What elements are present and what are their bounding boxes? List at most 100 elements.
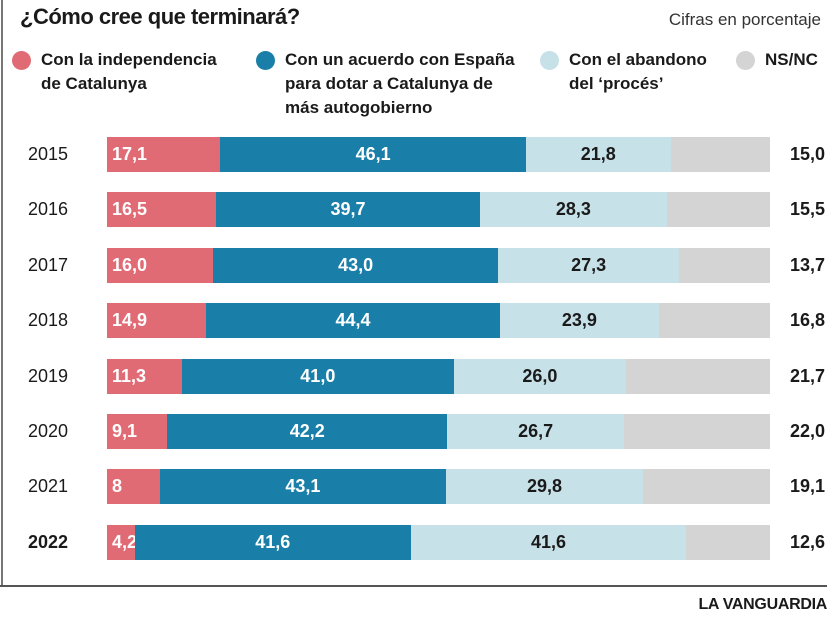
year-label: 2021 <box>28 476 69 497</box>
legend-item: Con la independencia de Catalunya <box>12 48 222 96</box>
legend-item: NS/NC <box>736 48 826 72</box>
nsnc-value-label: 19,1 <box>789 476 825 497</box>
bar-segment: 39,7 <box>216 192 480 228</box>
data-label: 11,3 <box>112 365 147 386</box>
bar-segment: 27,3 <box>498 247 680 283</box>
frame-left-border <box>1 0 3 585</box>
bar-segment: 8 <box>107 469 161 505</box>
bar-row: 2022 4,2 41,6 41,6 12,6 <box>0 524 839 560</box>
bar-row: 2016 16,5 39,7 28,3 15,5 <box>0 192 839 228</box>
bar-segment: 41,6 <box>134 524 411 560</box>
data-label: 16,5 <box>112 199 148 220</box>
bar-row: 2020 9,1 42,2 26,7 22,0 <box>0 414 839 449</box>
chart-title: ¿Cómo cree que terminará? <box>20 4 300 29</box>
nsnc-value-label: 13,7 <box>789 254 825 275</box>
data-label: 28,3 <box>555 199 591 220</box>
data-label: 43,0 <box>338 254 374 275</box>
bar-segment: 16,5 <box>107 192 217 228</box>
bar-segment: 29,8 <box>445 469 644 505</box>
bar-row: 2021 8 43,1 29,8 19,1 <box>0 469 839 505</box>
data-label: 41,6 <box>531 531 567 552</box>
data-label: 14,9 <box>112 310 148 331</box>
legend-dot-icon <box>540 51 559 70</box>
data-label: 8 <box>112 476 123 497</box>
bar-segment <box>624 414 770 449</box>
year-label: 2019 <box>28 365 69 386</box>
data-label: 46,1 <box>355 144 391 164</box>
bar-segment: 21,8 <box>526 137 671 172</box>
data-label: 39,7 <box>330 199 366 220</box>
bar-segment: 41,0 <box>181 358 454 394</box>
bar-row: 2017 16,0 43,0 27,3 13,7 <box>0 247 839 283</box>
bar-segment: 26,7 <box>447 414 625 449</box>
year-label: 2020 <box>28 421 69 441</box>
bar-segment: 41,6 <box>410 524 687 560</box>
legend-item: Con el abandono del ‘procés’ <box>540 48 720 96</box>
bar-segment <box>686 524 770 560</box>
frame-bottom-border <box>0 585 827 587</box>
data-label: 16,0 <box>112 254 148 275</box>
year-label: 2015 <box>28 144 69 164</box>
bar-segment: 9,1 <box>107 414 168 449</box>
stacked-bar: 14,9 44,4 23,9 <box>107 303 770 339</box>
bar-segment <box>679 247 770 283</box>
bar-segment: 43,1 <box>160 469 446 505</box>
chart-subtitle: Cifras en porcentaje <box>668 10 821 29</box>
bar-row: 2015 17,1 46,1 21,8 15,0 <box>0 137 839 172</box>
data-label: 23,9 <box>561 310 597 331</box>
bar-segment <box>658 303 770 339</box>
brand-logo: LA VANGUARDIA <box>698 596 827 613</box>
bar-segment: 26,0 <box>453 358 627 394</box>
data-label: 41,0 <box>300 365 336 386</box>
stacked-bar: 9,1 42,2 26,7 <box>107 414 770 449</box>
stacked-bar: 11,3 41,0 26,0 <box>107 358 770 394</box>
stacked-bar: 16,5 39,7 28,3 <box>107 192 770 228</box>
year-label: 2022 <box>28 531 69 552</box>
bar-segment: 16,0 <box>107 247 214 283</box>
legend-label: Con un acuerdo con España para dotar a Ca… <box>285 50 515 117</box>
bar-segment: 11,3 <box>107 358 182 394</box>
bar-segment: 4,2 <box>107 524 138 560</box>
legend-dot-icon <box>736 51 755 70</box>
data-label: 26,7 <box>518 421 554 441</box>
bar-segment: 43,0 <box>213 247 499 283</box>
bar-segment <box>643 469 770 505</box>
year-label: 2016 <box>28 199 69 220</box>
nsnc-value-label: 15,5 <box>789 199 825 220</box>
data-label: 42,2 <box>289 421 325 441</box>
nsnc-value-label: 21,7 <box>789 365 825 386</box>
bar-segment <box>626 358 770 394</box>
legend-label: Con el abandono del ‘procés’ <box>569 50 707 93</box>
data-label: 9,1 <box>112 421 138 441</box>
nsnc-value-label: 15,0 <box>789 144 825 164</box>
data-label: 43,1 <box>285 476 321 497</box>
bar-segment: 46,1 <box>220 137 526 172</box>
bar-segment <box>670 137 770 172</box>
data-label: 21,8 <box>580 144 616 164</box>
legend-label: Con la independencia de Catalunya <box>41 50 217 93</box>
nsnc-value-label: 12,6 <box>789 531 825 552</box>
legend-dot-icon <box>256 51 275 70</box>
bar-segment <box>667 192 770 228</box>
data-label: 41,6 <box>255 531 291 552</box>
year-label: 2017 <box>28 254 69 275</box>
data-label: 26,0 <box>522 365 558 386</box>
bar-segment: 23,9 <box>500 303 659 339</box>
bar-segment: 14,9 <box>107 303 206 339</box>
data-label: 44,4 <box>335 310 371 331</box>
stacked-bar: 8 43,1 29,8 <box>107 469 770 505</box>
data-label: 4,2 <box>112 531 138 552</box>
legend-label: NS/NC <box>765 50 818 69</box>
legend-dot-icon <box>12 51 31 70</box>
data-label: 17,1 <box>112 144 148 164</box>
bar-segment: 44,4 <box>205 303 501 339</box>
data-label: 27,3 <box>571 254 607 275</box>
legend-item: Con un acuerdo con España para dotar a Ca… <box>256 48 516 120</box>
bar-segment: 17,1 <box>107 137 221 172</box>
bar-segment: 42,2 <box>167 414 448 449</box>
nsnc-value-label: 22,0 <box>789 421 825 441</box>
bar-row: 2019 11,3 41,0 26,0 21,7 <box>0 358 839 394</box>
bar-row: 2018 14,9 44,4 23,9 16,8 <box>0 303 839 339</box>
stacked-bar: 4,2 41,6 41,6 <box>107 524 770 560</box>
stacked-bar: 16,0 43,0 27,3 <box>107 247 770 283</box>
